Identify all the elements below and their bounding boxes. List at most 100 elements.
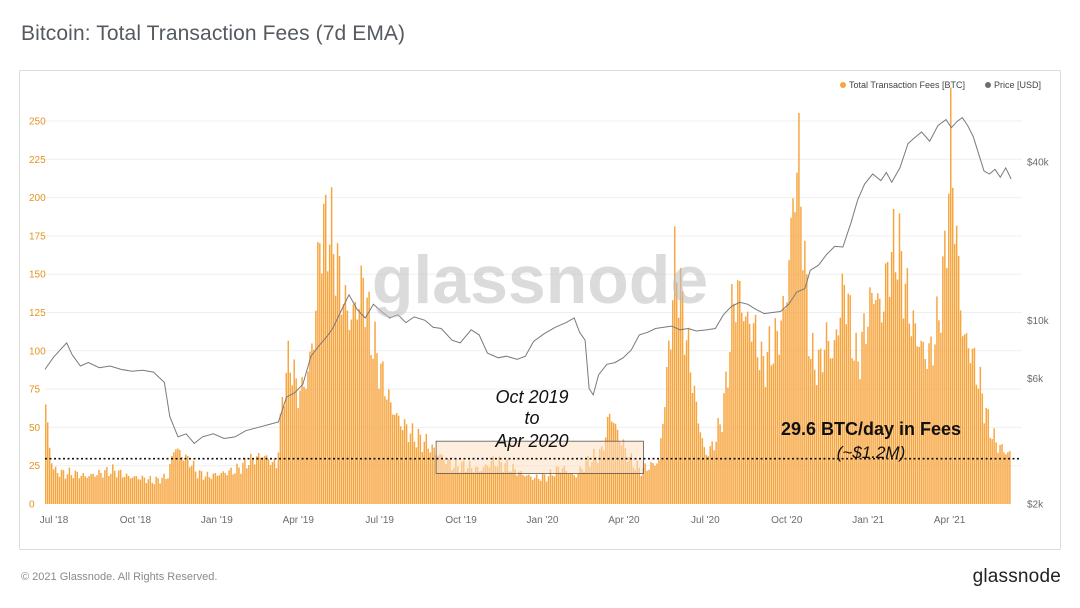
fee-bar <box>437 455 439 504</box>
fee-bar <box>431 444 433 504</box>
fee-bar <box>110 473 112 504</box>
fee-bar <box>135 476 138 504</box>
fee-bar <box>323 203 325 504</box>
fee-bar <box>362 277 364 504</box>
fee-bar <box>332 254 335 504</box>
x-tick: Jul '18 <box>40 515 69 526</box>
fee-bar <box>549 469 552 504</box>
fee-bar <box>413 441 416 504</box>
fee-bar <box>766 352 769 504</box>
fee-bar <box>894 272 897 504</box>
fee-bar <box>601 446 603 504</box>
fee-bar <box>677 317 680 504</box>
fee-bar <box>652 463 654 504</box>
fee-bar <box>644 463 646 504</box>
fee-bar <box>186 455 189 504</box>
fee-bar <box>638 467 640 504</box>
fee-bar <box>366 297 368 504</box>
fee-bar <box>328 244 331 504</box>
fee-bar <box>806 274 808 504</box>
left-axis-ticks: 0 25 50 75 100 125 150 175 200 225 250 <box>29 117 46 511</box>
fee-bar <box>502 471 504 504</box>
fee-bar <box>741 312 743 504</box>
fee-bar <box>427 448 429 504</box>
fee-bar <box>882 311 885 504</box>
fee-bar <box>112 464 114 504</box>
x-tick: Jan '21 <box>852 515 884 526</box>
fee-bar <box>640 475 642 504</box>
fee-bar <box>212 473 215 504</box>
fee-bar <box>636 460 638 504</box>
fee-bar <box>843 285 846 504</box>
fee-bar <box>317 242 319 505</box>
fee-bar <box>435 454 437 504</box>
fee-bar <box>979 366 982 504</box>
fee-bar <box>654 465 656 504</box>
fee-bar <box>522 474 524 504</box>
x-tick: Apr '19 <box>283 515 315 526</box>
legend: Total Transaction Fees [BTC] Price [USD] <box>840 80 1041 90</box>
fee-bar <box>733 303 735 504</box>
period-line1: Oct 2019 <box>495 387 568 407</box>
fee-bar <box>932 365 934 504</box>
fee-bar <box>735 322 737 504</box>
fee-bar <box>888 296 891 504</box>
fee-bar <box>321 273 323 504</box>
x-tick: Apr '21 <box>934 515 966 526</box>
fee-bar <box>167 478 169 504</box>
fee-bar <box>490 461 493 504</box>
fee-bar <box>955 225 958 504</box>
fee-bar <box>953 243 956 504</box>
fee-bar <box>950 87 952 504</box>
fee-bar <box>289 372 291 504</box>
fee-bar <box>259 457 262 504</box>
period-annotation: Oct 2019 to Apr 2020 <box>494 387 568 451</box>
fee-bar <box>886 261 889 504</box>
fee-bar <box>439 454 441 504</box>
fee-bar <box>143 477 146 504</box>
fee-bar <box>390 402 392 504</box>
fee-bar <box>157 478 159 504</box>
fee-bar <box>861 331 863 504</box>
x-tick: Jul '19 <box>365 515 394 526</box>
fee-bar <box>520 470 522 504</box>
fee-bar <box>1005 454 1007 504</box>
brand-logo[interactable]: glassnode <box>972 566 1061 587</box>
fee-bar <box>877 293 879 504</box>
fee-bar <box>729 351 731 504</box>
fee-bar <box>892 208 895 504</box>
x-tick: Apr '20 <box>608 515 640 526</box>
fee-bar <box>518 471 520 504</box>
fee-bar <box>863 313 865 504</box>
fee-bar <box>411 423 414 504</box>
fee-bar <box>835 329 838 504</box>
fee-bar <box>967 348 970 504</box>
fee-bar <box>904 283 907 504</box>
fee-bar <box>875 300 877 504</box>
fee-bar <box>865 343 867 504</box>
fee-bar <box>573 475 575 504</box>
fee-bar <box>504 463 506 504</box>
fee-bar <box>159 483 161 504</box>
fee-bar <box>301 377 303 504</box>
fee-bar <box>800 206 802 504</box>
fee-bar <box>78 478 80 504</box>
fee-bar <box>378 388 380 504</box>
fee-bar <box>685 340 688 504</box>
fee-bar <box>405 424 408 504</box>
fee-bar <box>569 473 571 504</box>
fee-bar <box>989 437 991 504</box>
fee-bar <box>695 401 698 504</box>
fee-bar <box>354 301 357 504</box>
fee-bar <box>106 467 108 504</box>
fee-bar <box>388 389 390 504</box>
fee-bar <box>151 482 153 504</box>
fee-bar <box>220 472 222 504</box>
fee-bar <box>275 468 278 504</box>
fee-bar <box>145 483 148 504</box>
fee-bar <box>512 463 514 504</box>
fee-bar <box>973 347 976 504</box>
fee-bar <box>912 310 915 504</box>
fee-bar <box>131 477 134 504</box>
fee-bar <box>58 476 61 504</box>
